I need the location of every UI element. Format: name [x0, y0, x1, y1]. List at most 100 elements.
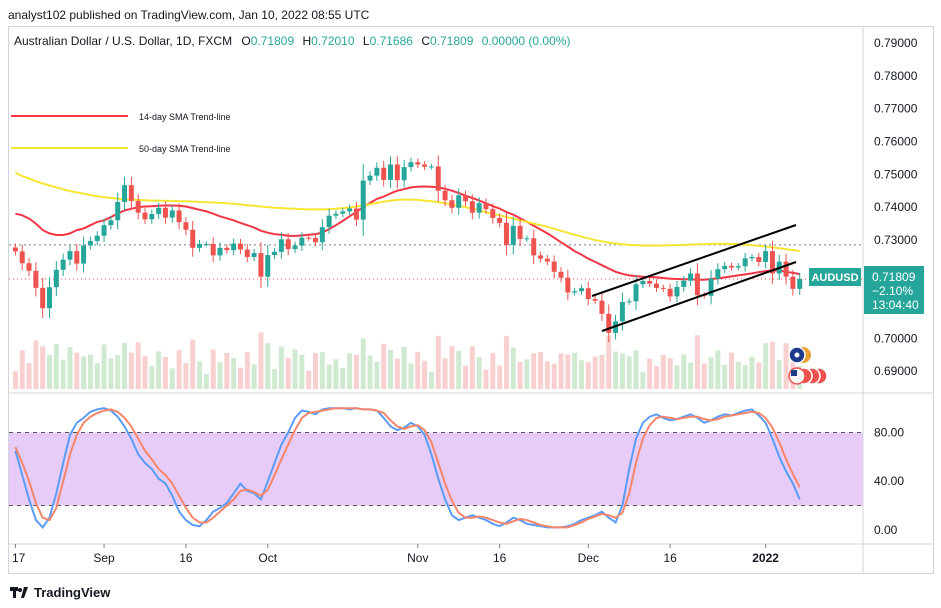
candle	[435, 155, 441, 202]
volume-bar	[490, 352, 496, 389]
volume-bar	[572, 352, 578, 389]
candle-body	[299, 237, 305, 246]
volume-bar	[538, 352, 544, 389]
candle	[783, 253, 789, 285]
volume-bar	[149, 366, 155, 389]
candle-body	[524, 238, 530, 240]
volume-bar	[60, 359, 66, 389]
candle	[265, 244, 271, 287]
volume-bar	[190, 339, 196, 389]
candle	[503, 212, 509, 256]
candle	[115, 192, 121, 230]
candle-body	[374, 167, 380, 176]
channel-upper-line[interactable]	[591, 224, 797, 297]
price-axis[interactable]: 0.79000 0.78000 0.77000 0.76000 0.75000 0.740…	[874, 36, 918, 378]
candle-body	[722, 265, 728, 270]
candle	[47, 277, 53, 319]
volume-bar	[749, 356, 755, 389]
candlesticks	[12, 155, 803, 343]
candle-body	[558, 271, 564, 278]
channel-lower-line[interactable]	[601, 261, 797, 332]
candle	[169, 205, 175, 223]
candle-body	[640, 280, 646, 285]
candle	[401, 159, 407, 188]
volume-bar	[476, 357, 482, 389]
candle-body	[81, 245, 87, 264]
candle-body	[176, 210, 182, 223]
stochastic-d-line	[14, 407, 801, 529]
volume-bar	[415, 351, 421, 389]
candle	[497, 213, 503, 228]
candle	[81, 236, 87, 273]
candle-body	[292, 245, 298, 250]
stochastic-axis[interactable]: 80.00 40.00 0.00	[874, 426, 904, 537]
candle	[156, 202, 162, 219]
candle-body	[87, 240, 93, 246]
volume-bar	[122, 342, 128, 389]
time-tick-label: 16	[179, 551, 193, 565]
price-badge-change: −2.10%	[872, 284, 913, 298]
volume-bar	[115, 355, 121, 389]
volume-bar	[347, 353, 353, 389]
candle-body	[585, 288, 591, 300]
candle	[592, 295, 598, 304]
volume-bar	[210, 349, 216, 389]
volume-bar	[156, 351, 162, 389]
candle-body	[517, 225, 523, 239]
candle	[538, 251, 544, 263]
stochastic-tick-label: 80.00	[874, 426, 904, 440]
volume-bar	[142, 356, 148, 389]
volume-bar	[681, 354, 687, 389]
footer-brand[interactable]: TradingView	[34, 584, 111, 600]
volume-bar	[544, 361, 550, 389]
candle	[231, 238, 237, 256]
volume-bar	[633, 350, 639, 389]
candle	[292, 241, 298, 254]
candle	[517, 218, 523, 247]
volume-bar	[599, 355, 605, 389]
volume-bar	[135, 342, 141, 389]
volume-bar	[449, 346, 455, 389]
candle-body	[251, 253, 257, 258]
candle	[367, 171, 373, 185]
price-badge	[864, 266, 924, 314]
candle	[667, 283, 673, 302]
tradingview-logo-icon[interactable]	[10, 586, 28, 598]
volume-bar	[769, 341, 775, 389]
candle	[176, 203, 182, 229]
candle	[278, 232, 284, 259]
volume-bar	[237, 367, 243, 389]
candle-body	[490, 209, 496, 218]
candle-body	[449, 200, 455, 208]
candle	[469, 194, 475, 220]
candle-body	[503, 222, 509, 245]
candle-body	[33, 270, 39, 288]
candle-body	[626, 301, 632, 303]
candle-body	[278, 239, 284, 252]
candle-body	[244, 249, 250, 258]
candle	[381, 160, 387, 187]
candle-body	[408, 162, 414, 168]
candle	[162, 201, 168, 224]
candle	[742, 252, 748, 272]
volume-bar	[244, 352, 250, 389]
time-axis[interactable]: 17 Sep 16 Oct Nov 16 Dec 16 2022	[12, 544, 779, 565]
volume-bar	[67, 347, 73, 389]
symbol-badge-label: AUDUSD	[811, 272, 858, 284]
candle-body	[285, 239, 291, 250]
candle	[681, 275, 687, 292]
volume-bar	[401, 347, 407, 389]
candle	[347, 204, 353, 216]
candle	[101, 218, 107, 242]
candle	[585, 281, 591, 306]
economic-events-au[interactable]	[788, 346, 811, 364]
economic-events-us[interactable]	[788, 367, 828, 385]
candle	[531, 229, 537, 264]
time-tick-label: 16	[493, 551, 507, 565]
candle	[456, 188, 462, 215]
candle	[756, 252, 762, 267]
candle-body	[606, 313, 612, 333]
candle	[694, 263, 700, 306]
candle-body	[476, 203, 482, 213]
